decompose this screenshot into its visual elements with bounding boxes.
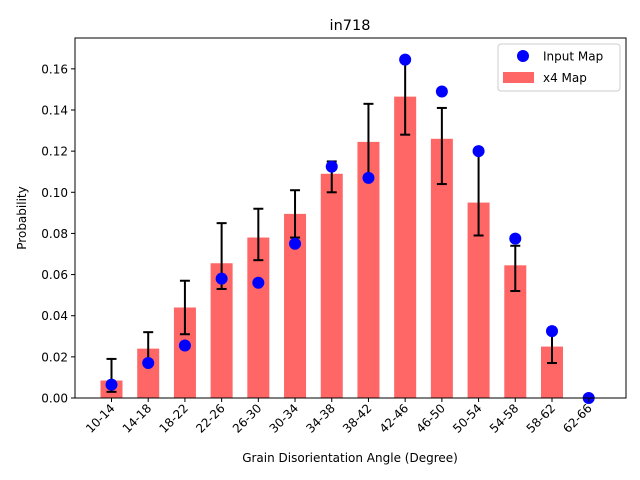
bar-22-26 [210, 263, 233, 398]
y-tick-label: 0.06 [41, 268, 68, 282]
y-tick-label: 0.02 [41, 350, 68, 364]
point-50-54 [472, 145, 485, 158]
y-tick-label: 0.14 [41, 104, 68, 118]
legend-label-x4-map: x4 Map [543, 71, 587, 85]
legend-marker-input-map [517, 50, 529, 62]
legend: Input Map x4 Map [497, 43, 621, 92]
bar-50-54 [467, 202, 490, 398]
point-26-30 [252, 276, 265, 289]
y-tick-label: 0.12 [41, 145, 68, 159]
point-18-22 [178, 339, 191, 352]
plot-frame [74, 37, 627, 399]
bar-58-62 [540, 346, 563, 398]
bar-34-38 [320, 173, 343, 398]
y-axis-label: Probability [15, 186, 29, 249]
point-22-26 [215, 272, 228, 285]
y-tick-label: 0.04 [41, 309, 68, 323]
point-54-58 [509, 232, 522, 245]
point-10-14 [105, 378, 118, 391]
bar-18-22 [173, 307, 196, 398]
point-46-50 [435, 85, 448, 98]
chart-title: in718 [330, 18, 371, 34]
point-30-34 [289, 237, 302, 250]
y-tick-label: 0.10 [41, 186, 68, 200]
y-tick-label: 0.00 [41, 392, 68, 406]
bar-42-46 [394, 96, 417, 398]
point-42-46 [399, 53, 412, 66]
y-tick-label: 0.16 [41, 62, 68, 76]
y-tick-label: 0.08 [41, 227, 68, 241]
point-34-38 [325, 160, 338, 173]
bar-26-30 [247, 237, 270, 398]
y-axis: 0.00 0.02 0.04 0.06 0.08 0.10 0.12 0.14 0.16 [41, 62, 75, 406]
point-58-62 [545, 325, 558, 338]
bar-46-50 [430, 138, 453, 399]
point-14-18 [142, 357, 155, 370]
x-axis-label: Grain Disorientation Angle (Degree) [242, 451, 458, 465]
bar-54-58 [504, 265, 527, 398]
point-series [105, 53, 595, 404]
bar-38-42 [357, 141, 380, 398]
legend-label-input-map: Input Map [543, 50, 603, 64]
legend-patch-x4-map [503, 72, 534, 83]
bar-30-34 [284, 213, 307, 398]
point-38-42 [362, 171, 375, 184]
